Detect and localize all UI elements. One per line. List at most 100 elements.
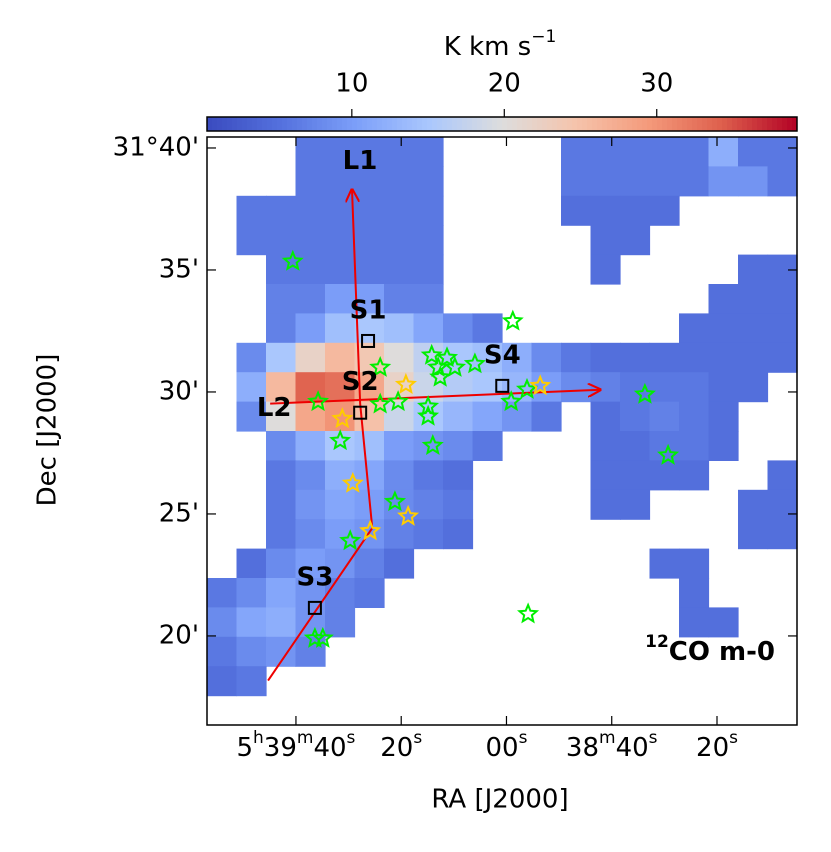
heatmap-cell bbox=[236, 636, 267, 667]
star-marker bbox=[394, 372, 417, 395]
heatmap-cell bbox=[708, 313, 739, 344]
star-marker bbox=[307, 390, 330, 412]
heatmap-cell bbox=[413, 195, 444, 226]
heatmap-cell bbox=[472, 401, 503, 432]
colorbar-segment bbox=[772, 117, 778, 131]
colorbar-segment bbox=[467, 117, 473, 131]
colorbar-segment bbox=[782, 117, 788, 131]
heatmap-cell bbox=[472, 431, 503, 461]
heatmap-cell bbox=[295, 225, 326, 256]
source-label: S4 bbox=[484, 340, 521, 370]
colorbar-tick-label: 20 bbox=[488, 69, 521, 99]
y-tick-label: 31°40' bbox=[113, 132, 199, 162]
star-marker bbox=[657, 443, 680, 465]
heatmap-cell bbox=[354, 195, 385, 226]
heatmap-cell bbox=[325, 225, 356, 256]
heatmap-cell bbox=[502, 372, 533, 403]
heatmap-cell bbox=[590, 460, 621, 491]
colorbar-segment bbox=[612, 117, 618, 131]
star-marker bbox=[311, 626, 334, 648]
star-marker bbox=[387, 390, 410, 412]
heatmap-cell bbox=[266, 607, 297, 638]
heatmap-cell bbox=[266, 342, 297, 373]
heatmap-cell bbox=[325, 607, 356, 638]
colorbar-segment bbox=[312, 117, 318, 131]
colorbar-segment bbox=[347, 117, 353, 131]
heatmap-cell bbox=[767, 137, 798, 167]
heatmap-cell bbox=[384, 137, 415, 167]
colorbar-segment bbox=[362, 117, 368, 131]
heatmap-cell bbox=[620, 137, 651, 167]
heatmap-cell bbox=[502, 342, 533, 373]
star-marker bbox=[359, 519, 382, 541]
heatmap-cell bbox=[413, 489, 444, 520]
heatmap-cell bbox=[325, 313, 356, 344]
y-tick-label: 25' bbox=[159, 498, 199, 528]
heatmap-cell bbox=[236, 225, 267, 256]
colorbar-segment bbox=[592, 117, 598, 131]
heatmap-cell bbox=[590, 342, 621, 373]
colorbar-segment bbox=[352, 117, 358, 131]
colorbar-segment bbox=[257, 117, 263, 131]
colorbar-segment bbox=[552, 117, 558, 131]
colorbar-segment bbox=[707, 117, 713, 131]
colorbar-segment bbox=[377, 117, 383, 131]
colorbar-segment bbox=[477, 117, 483, 131]
heatmap-cell bbox=[325, 254, 356, 285]
source-marker bbox=[307, 600, 322, 615]
colorbar-segment bbox=[232, 117, 238, 131]
colorbar-frame bbox=[206, 116, 798, 132]
colorbar-segment bbox=[237, 117, 243, 131]
colorbar-segment bbox=[742, 117, 748, 131]
heatmap-cell bbox=[325, 137, 356, 167]
heatmap-cell bbox=[738, 166, 769, 197]
heatmap-cell bbox=[767, 519, 798, 550]
heatmap-cell bbox=[295, 489, 326, 520]
heatmap-cell bbox=[590, 195, 621, 226]
heatmap-cell bbox=[708, 284, 739, 314]
y-tick-label: 30' bbox=[159, 376, 199, 406]
heatmap-cell bbox=[443, 431, 474, 461]
heatmap-cell bbox=[708, 401, 739, 432]
colorbar-segment bbox=[647, 117, 653, 131]
star-marker bbox=[341, 471, 364, 493]
heatmap-cell bbox=[620, 342, 651, 373]
colorbar-segment bbox=[447, 117, 453, 131]
heatmap-cell bbox=[295, 195, 326, 226]
heatmap-cell bbox=[266, 225, 297, 256]
heatmap-cell bbox=[413, 519, 444, 550]
colorbar-segment bbox=[597, 117, 603, 131]
colorbar-segment bbox=[762, 117, 768, 131]
colorbar-segment bbox=[427, 117, 433, 131]
heatmap-cell bbox=[738, 254, 769, 285]
heatmap-cell bbox=[679, 166, 710, 197]
colorbar-segment bbox=[732, 117, 738, 131]
cut-label: L1 bbox=[343, 146, 378, 176]
colorbar-segment bbox=[632, 117, 638, 131]
heatmap-cell bbox=[384, 460, 415, 491]
heatmap-cell bbox=[590, 225, 621, 256]
source-label: S2 bbox=[342, 367, 379, 397]
annotation: 12CO m-0 bbox=[645, 632, 775, 667]
colorbar-segment bbox=[302, 117, 308, 131]
heatmap-cell bbox=[531, 342, 562, 373]
heatmap-cell bbox=[236, 607, 267, 638]
heatmap-cell bbox=[561, 137, 592, 167]
colorbar-segment bbox=[702, 117, 708, 131]
heatmap-cell bbox=[295, 431, 326, 461]
colorbar-segment bbox=[457, 117, 463, 131]
heatmap-cell bbox=[679, 313, 710, 344]
star-marker bbox=[383, 490, 407, 512]
colorbar-segment bbox=[287, 117, 293, 131]
heatmap-cell bbox=[649, 342, 680, 373]
heatmap-cell bbox=[767, 313, 798, 344]
heatmap-cell bbox=[738, 313, 769, 344]
colorbar-label: K km s−1 bbox=[444, 27, 557, 62]
colorbar-segment bbox=[697, 117, 703, 131]
heatmap-cell bbox=[325, 342, 356, 373]
colorbar-segment bbox=[262, 117, 268, 131]
heatmap-cell bbox=[236, 578, 267, 608]
heatmap-cell bbox=[708, 166, 739, 197]
heatmap-cell bbox=[354, 578, 385, 608]
heatmap-cell bbox=[767, 489, 798, 520]
